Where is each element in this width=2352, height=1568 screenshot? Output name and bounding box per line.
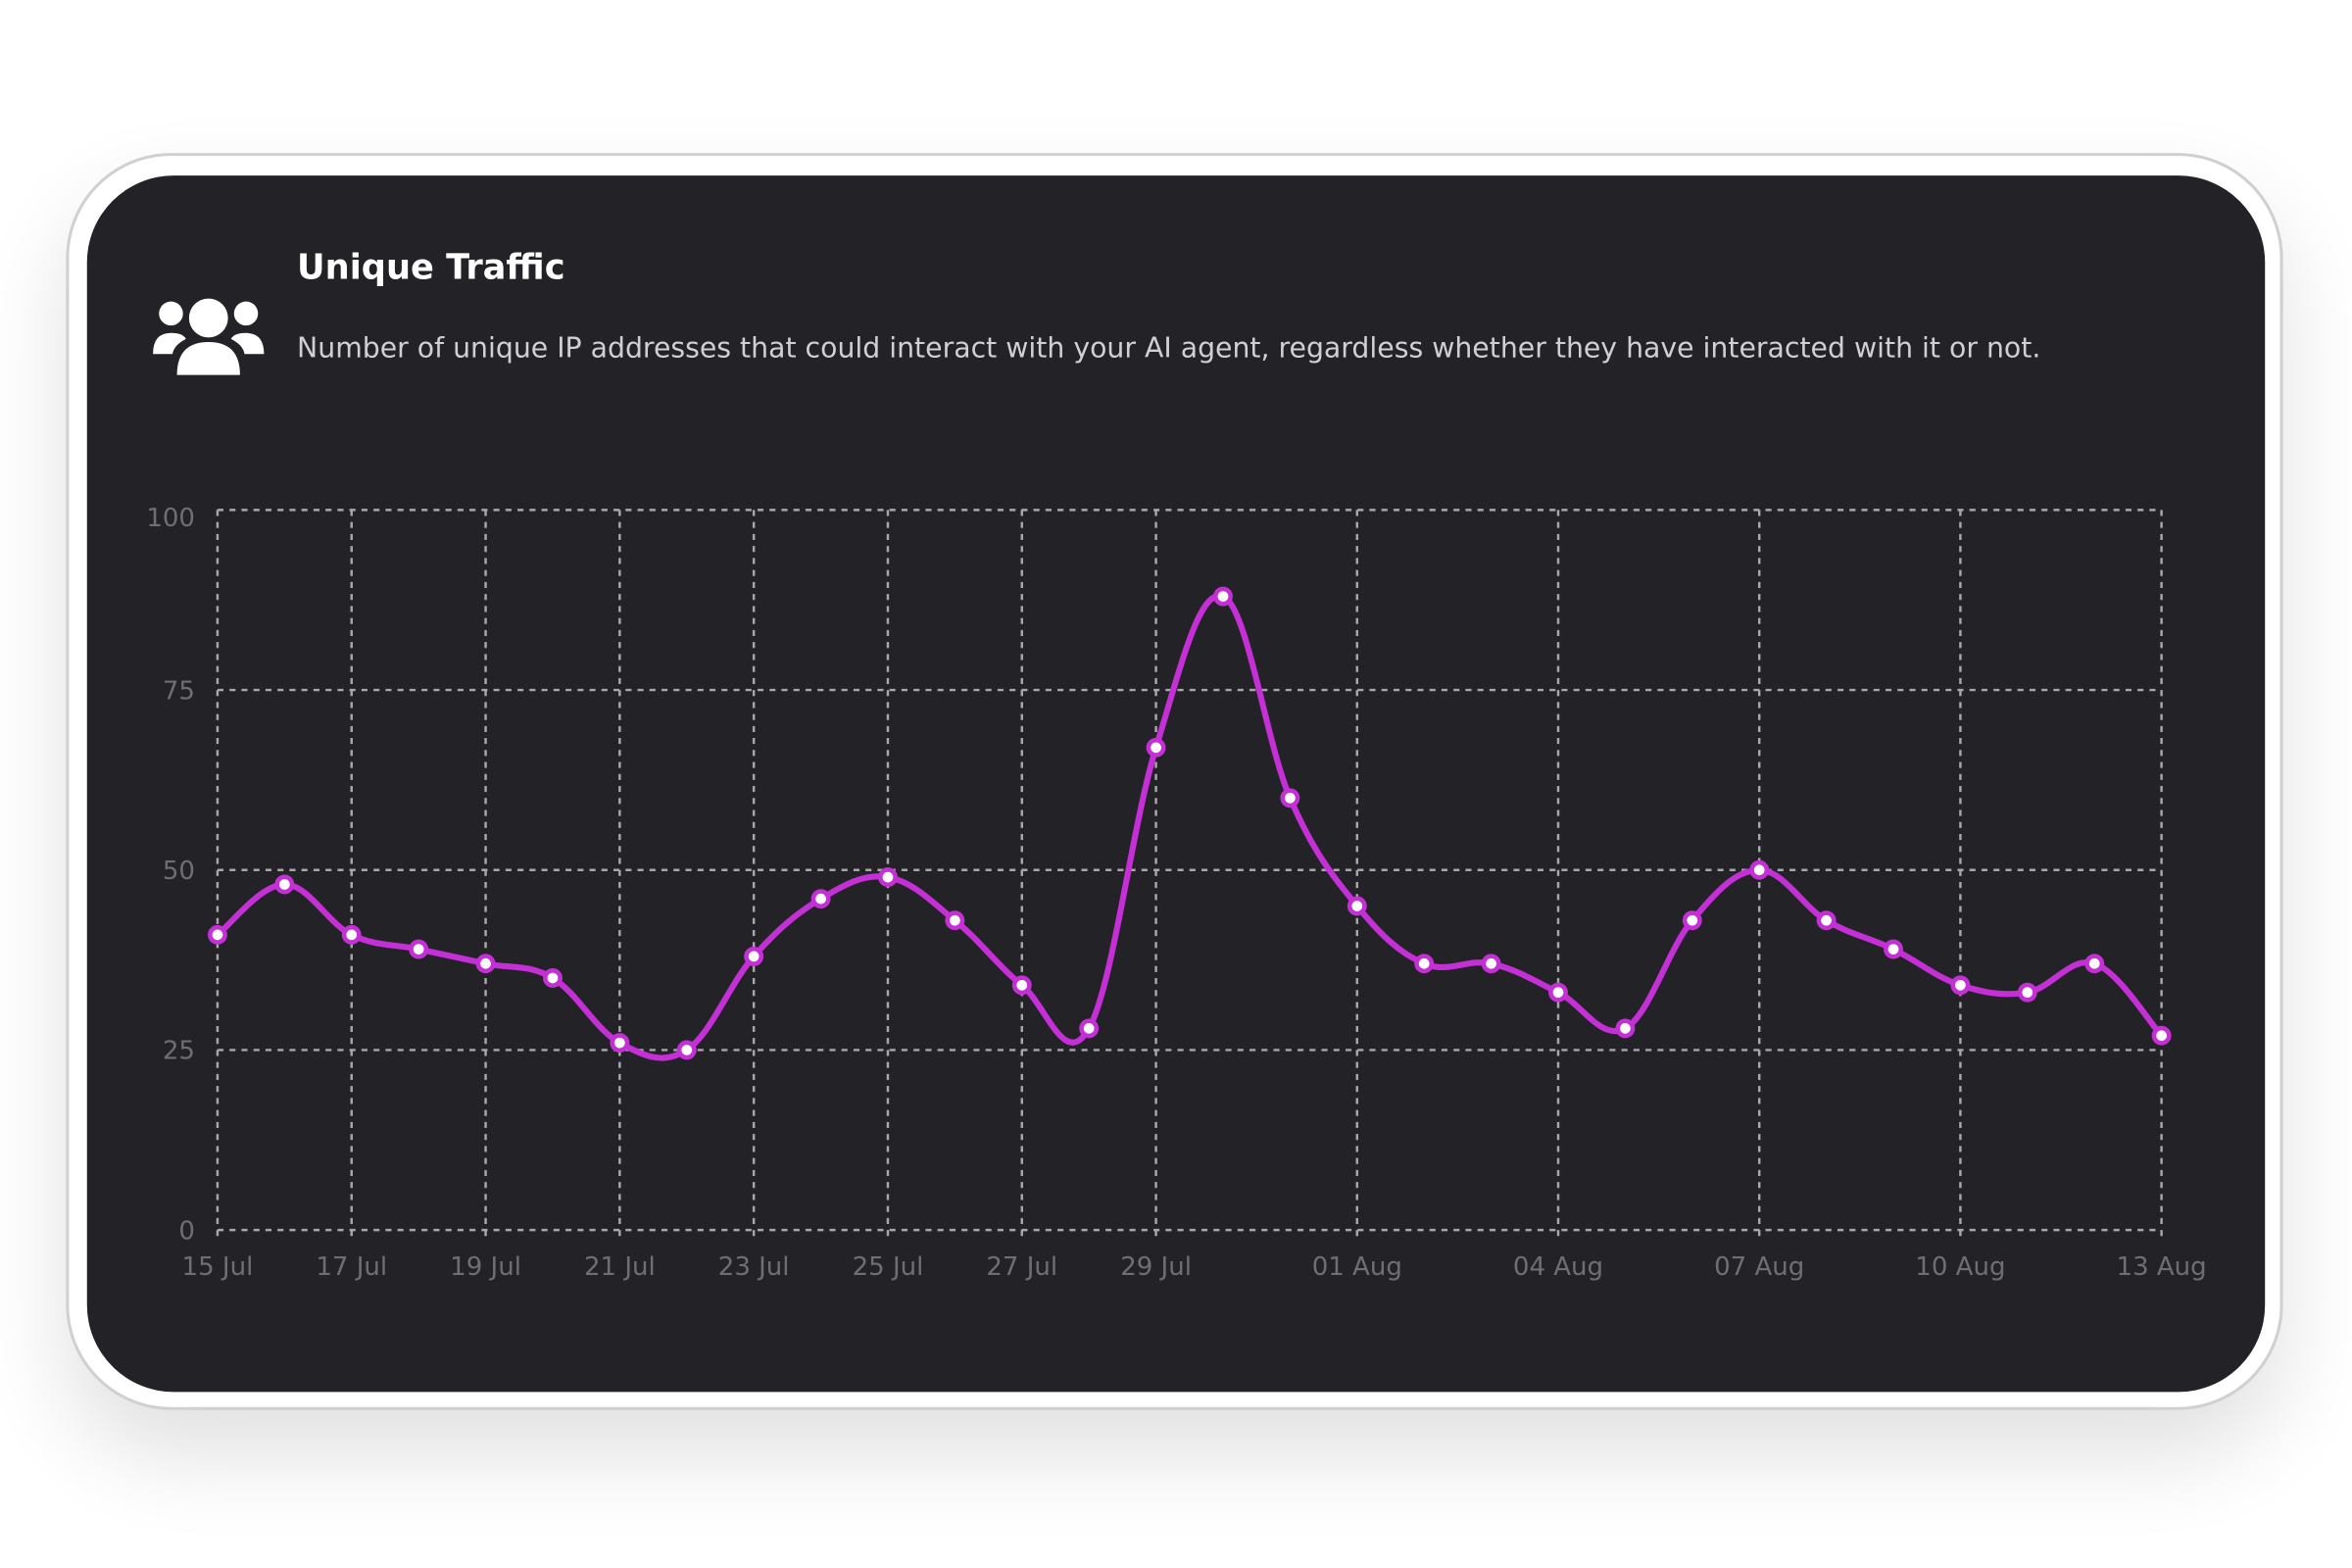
point [1682, 910, 1702, 931]
y-tick-label: 50 [163, 857, 195, 886]
x-tick-label: 10 Aug [1915, 1252, 2005, 1282]
point [1950, 975, 1971, 996]
point [1414, 954, 1435, 974]
point [676, 1040, 697, 1060]
point [878, 867, 898, 888]
y-tick-label: 100 [146, 504, 195, 533]
point [341, 924, 362, 945]
x-tick-label: 21 Jul [584, 1252, 656, 1282]
chart-title: Unique Traffic [297, 249, 565, 288]
y-tick-label: 25 [163, 1037, 195, 1066]
line [215, 592, 2164, 1061]
x-tick-label: 15 Jul [182, 1252, 254, 1282]
y-tick-label: 0 [178, 1216, 195, 1246]
point [810, 889, 831, 909]
point [1011, 975, 1032, 996]
x-tick-label: 04 Aug [1513, 1252, 1603, 1282]
point [1347, 896, 1367, 916]
point [475, 954, 496, 974]
point [945, 910, 965, 931]
point [2151, 1025, 2172, 1046]
chart-subtitle: Number of unique IP addresses that could… [297, 332, 2041, 365]
point [543, 968, 563, 988]
point [1884, 939, 1903, 959]
point [1615, 1018, 1636, 1039]
point [207, 924, 227, 945]
point [2084, 954, 2105, 974]
x-tick-label: 13 Aug [2117, 1252, 2207, 1282]
point [1213, 586, 1233, 607]
x-tick-label: 25 Jul [853, 1252, 924, 1282]
x-tick-label: 23 Jul [718, 1252, 790, 1282]
point [409, 939, 429, 959]
x-tick-label: 01 Aug [1312, 1252, 1402, 1282]
users-icon [153, 298, 265, 375]
y-tick-label: 75 [163, 676, 195, 706]
point [1749, 859, 1770, 880]
point [1079, 1018, 1100, 1039]
x-tick-label: 17 Jul [316, 1252, 387, 1282]
x-tick-label: 19 Jul [450, 1252, 521, 1282]
point [1481, 954, 1501, 974]
point [1280, 788, 1300, 808]
x-tick-label: 29 Jul [1120, 1252, 1192, 1282]
x-tick-label: 27 Jul [986, 1252, 1057, 1282]
point [1548, 982, 1568, 1003]
card [86, 175, 2266, 1393]
point [1816, 910, 1837, 931]
point [1146, 737, 1166, 758]
point [2017, 982, 2037, 1003]
x-tick-label: 07 Aug [1714, 1252, 1804, 1282]
point [274, 874, 295, 895]
point [610, 1033, 630, 1054]
point [744, 946, 764, 966]
